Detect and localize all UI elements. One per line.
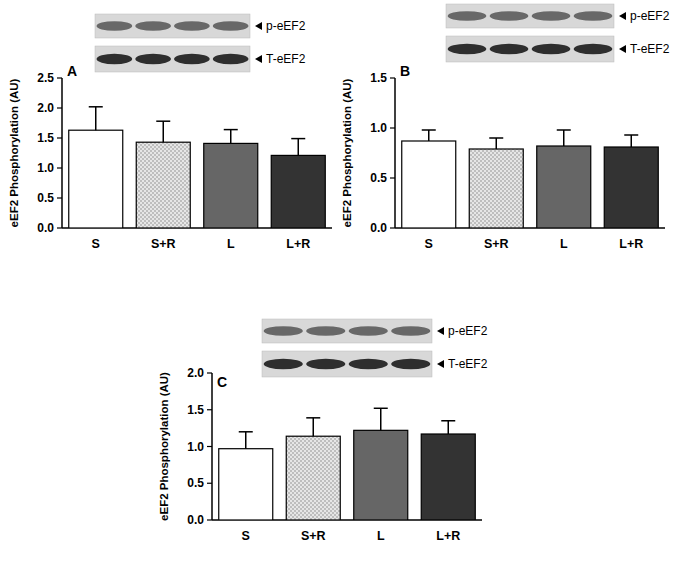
error-bar xyxy=(156,121,170,142)
error-bar xyxy=(441,421,455,434)
y-tick-label: 0.0 xyxy=(370,221,387,235)
blot xyxy=(262,319,432,343)
bar xyxy=(354,430,408,520)
y-tick xyxy=(390,127,395,128)
y-tick xyxy=(57,167,62,168)
x-tick-label: L xyxy=(227,237,235,251)
blot-label: p-eEF2 xyxy=(630,9,670,23)
blot-label: T-eEF2 xyxy=(630,42,670,56)
blot xyxy=(262,351,432,377)
bars xyxy=(402,130,659,228)
y-axis xyxy=(394,78,396,228)
y-tick xyxy=(57,77,62,78)
x-tick-label: S+R xyxy=(301,529,326,543)
x-tick-label: S xyxy=(92,237,100,251)
error-bar xyxy=(291,139,305,156)
error-bar xyxy=(306,418,320,436)
blot xyxy=(446,36,614,62)
panel: p-eEF2 T-eEF2 0.0 0.5 1.0 1.5 2.0 eEF2 Phosphor… xyxy=(158,319,488,543)
bar xyxy=(402,141,456,228)
figure: p-eEF2 T-eEF2 0.0 0.5 1.0 1.5 2.0 2.5 eEF2 Phosp… xyxy=(0,0,685,582)
bars xyxy=(219,408,476,520)
y-tick-label: 1.5 xyxy=(37,131,54,145)
bar xyxy=(604,147,658,228)
bar xyxy=(69,130,123,228)
error-bar xyxy=(422,130,436,141)
blot xyxy=(95,14,250,38)
error-bar xyxy=(239,432,253,449)
y-tick-label: 1.0 xyxy=(187,440,204,454)
error-bar xyxy=(489,138,503,149)
blot xyxy=(95,46,250,72)
y-tick xyxy=(57,137,62,138)
x-tick-label: L+R xyxy=(436,529,460,543)
x-tick-label: L xyxy=(377,529,385,543)
y-tick-label: 0.5 xyxy=(370,171,387,185)
y-tick-label: 1.5 xyxy=(370,71,387,85)
y-tick-label: 0.0 xyxy=(37,221,54,235)
bar xyxy=(286,436,340,520)
y-axis-label: eEF2 Phosphorylation (AU) xyxy=(158,372,170,521)
blot-arrow xyxy=(619,45,626,53)
panel: p-eEF2 T-eEF2 0.0 0.5 1.0 1.5 2.0 2.5 eEF2 Phosp… xyxy=(8,14,332,251)
blot xyxy=(446,4,614,28)
blot-arrow xyxy=(437,360,444,368)
bar xyxy=(219,449,273,520)
y-tick-label: 1.0 xyxy=(37,161,54,175)
y-tick xyxy=(207,483,212,484)
y-tick xyxy=(57,197,62,198)
blot-arrow xyxy=(255,22,262,30)
error-bar xyxy=(624,135,638,147)
y-tick xyxy=(57,107,62,108)
y-tick xyxy=(207,446,212,447)
y-tick xyxy=(207,372,212,373)
y-tick-label: 2.5 xyxy=(37,71,54,85)
y-tick-label: 0.0 xyxy=(187,513,204,527)
x-tick-label: S+R xyxy=(151,237,176,251)
blot-arrow xyxy=(255,55,262,63)
y-tick xyxy=(57,227,62,228)
panel-letter: C xyxy=(217,374,227,390)
blot-arrow xyxy=(437,327,444,335)
y-tick-label: 1.5 xyxy=(187,403,204,417)
bar xyxy=(469,149,523,228)
blot-label: p-eEF2 xyxy=(448,324,488,338)
bar xyxy=(421,434,475,520)
x-tick-label: S xyxy=(242,529,250,543)
panel-letter: B xyxy=(400,63,410,79)
y-tick xyxy=(390,227,395,228)
error-bar xyxy=(557,130,571,146)
x-tick-label: L xyxy=(560,237,568,251)
bar xyxy=(537,146,591,228)
blot-label: T-eEF2 xyxy=(266,52,306,66)
y-tick-label: 1.0 xyxy=(370,121,387,135)
y-tick xyxy=(390,177,395,178)
y-tick-label: 2.0 xyxy=(187,366,204,380)
y-tick-label: 0.5 xyxy=(187,476,204,490)
y-axis-label: eEF2 Phosphorylation (AU) xyxy=(8,78,20,227)
error-bar xyxy=(224,130,238,144)
x-tick-label: L+R xyxy=(619,237,643,251)
bar xyxy=(204,143,258,228)
x-tick-label: S xyxy=(425,237,433,251)
y-axis xyxy=(61,78,63,228)
blot-arrow xyxy=(619,12,626,20)
y-tick xyxy=(207,519,212,520)
bar xyxy=(271,155,325,228)
x-tick-label: S+R xyxy=(484,237,509,251)
y-tick-label: 2.0 xyxy=(37,101,54,115)
bars xyxy=(69,107,326,228)
x-tick-label: L+R xyxy=(286,237,310,251)
blot-label: p-eEF2 xyxy=(266,19,306,33)
y-tick xyxy=(207,409,212,410)
blot-label: T-eEF2 xyxy=(448,357,488,371)
y-tick xyxy=(390,77,395,78)
bar xyxy=(136,142,190,228)
panel: p-eEF2 T-eEF2 0.0 0.5 1.0 1.5 eEF2 Phosphoryla… xyxy=(341,4,670,251)
y-axis-label: eEF2 Phosphorylation (AU) xyxy=(341,78,353,227)
error-bar xyxy=(89,107,103,130)
panel-letter: A xyxy=(67,63,77,79)
error-bar xyxy=(374,408,388,430)
y-tick-label: 0.5 xyxy=(37,191,54,205)
